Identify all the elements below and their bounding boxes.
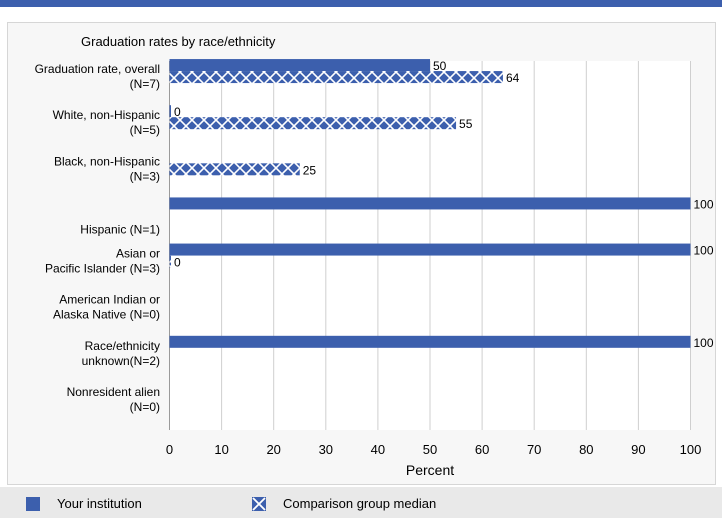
category-label: American Indian or Alaska Native (N=0) [53, 293, 160, 322]
legend-swatch-solid [26, 496, 40, 511]
bar-value-label: 0 [174, 256, 181, 270]
bar-value-label: 100 [694, 336, 714, 350]
bar-comparison-median [169, 117, 457, 130]
category-label: Hispanic (N=1) [80, 222, 160, 236]
category-label-line: Pacific Islander (N=3) [45, 262, 160, 276]
category-label-line: White, non-Hispanic [53, 108, 160, 122]
bar-comparison-median [169, 71, 503, 84]
bar-your-institution [169, 243, 691, 256]
category-label-line: Hispanic (N=1) [80, 222, 160, 236]
bar-your-institution [169, 335, 691, 348]
legend [0, 487, 722, 518]
category-label-line: (N=3) [130, 169, 160, 183]
legend-item-comparison-median: Comparison group median [252, 496, 436, 511]
x-tick-label: 100 [680, 442, 702, 457]
bar-your-institution [169, 197, 691, 210]
bar-value-label: 25 [303, 163, 317, 177]
legend-label: Your institution [57, 496, 142, 511]
category-label-line: Race/ethnicity [85, 339, 160, 353]
category-label-line: (N=7) [130, 77, 160, 91]
bar-your-institution [169, 59, 430, 72]
legend-item-your-institution: Your institution [26, 496, 142, 511]
category-label-line: (N=0) [130, 400, 160, 414]
bar-value-label: 100 [694, 244, 714, 258]
x-tick-label: 10 [214, 442, 228, 457]
category-label-line: American Indian or [59, 293, 160, 307]
category-label: Black, non-Hispanic (N=3) [54, 154, 160, 183]
bar-comparison-median [169, 255, 171, 268]
bar-value-label: 50 [433, 59, 447, 73]
category-label-line: (N=5) [130, 123, 160, 137]
category-label: White, non-Hispanic (N=5) [53, 108, 160, 137]
x-tick-label: 30 [319, 442, 333, 457]
x-tick-label: 80 [579, 442, 593, 457]
x-tick-label: 60 [475, 442, 489, 457]
x-axis-label: Percent [406, 462, 454, 478]
category-label: Race/ethnicity unknown(N=2) [82, 339, 160, 368]
x-tick-label: 70 [527, 442, 541, 457]
bar-value-label: 64 [506, 71, 520, 85]
category-label: Asian or Pacific Islander (N=3) [45, 247, 160, 276]
bar-value-label: 100 [694, 197, 714, 211]
chart-title: Graduation rates by race/ethnicity [81, 34, 276, 49]
bar-value-label: 55 [459, 117, 473, 131]
legend-label: Comparison group median [283, 496, 437, 511]
top-accent-rule [0, 0, 722, 7]
legend-swatch-crosshatch [252, 496, 266, 511]
category-label-line: unknown(N=2) [82, 354, 160, 368]
category-label-line: Alaska Native (N=0) [53, 308, 160, 322]
bar-your-institution [169, 105, 171, 118]
category-label-line: Nonresident alien [67, 385, 160, 399]
category-label-line: Asian or [116, 247, 160, 261]
x-tick-label: 20 [266, 442, 280, 457]
bar-value-label: 0 [174, 105, 181, 119]
x-tick-label: 0 [166, 442, 173, 457]
category-label: Graduation rate, overall (N=7) [35, 62, 160, 91]
x-tick-label: 50 [423, 442, 437, 457]
x-tick-label: 40 [371, 442, 385, 457]
category-label-line: Graduation rate, overall [35, 62, 160, 76]
category-label: Nonresident alien (N=0) [67, 385, 160, 414]
bar-comparison-median [169, 163, 300, 176]
category-label-line: Black, non-Hispanic [54, 154, 160, 168]
x-tick-label: 90 [631, 442, 645, 457]
